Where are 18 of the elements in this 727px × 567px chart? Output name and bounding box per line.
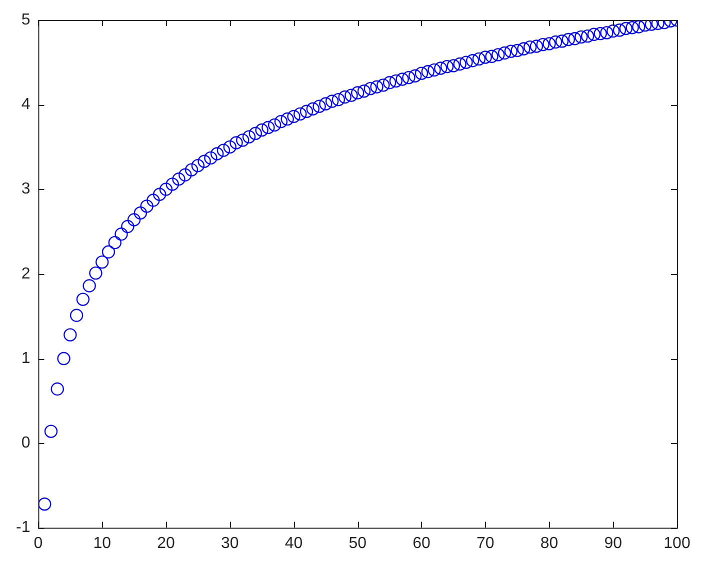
y-tick-label: 4 xyxy=(21,96,30,114)
y-tick-label: 5 xyxy=(21,11,30,28)
y-tick-label: 0 xyxy=(21,434,30,452)
y-tick-label: -1 xyxy=(16,519,30,536)
y-tick-label: 1 xyxy=(21,350,30,367)
x-tick-label: 60 xyxy=(412,534,430,552)
x-tick-label: 0 xyxy=(34,534,43,552)
x-tick-label: 80 xyxy=(540,534,558,552)
y-tick-label: 2 xyxy=(21,265,30,282)
x-tick-label: 90 xyxy=(604,534,622,552)
x-tick-label: 70 xyxy=(476,534,494,552)
x-tick-label: 100 xyxy=(664,534,690,552)
y-tick-label: 3 xyxy=(21,180,30,198)
x-tick-label: 30 xyxy=(220,534,239,552)
x-tick-label: 50 xyxy=(348,534,367,552)
x-tick-label: 20 xyxy=(157,534,175,552)
x-tick-label: 10 xyxy=(93,534,112,552)
x-tick-label: 40 xyxy=(284,534,303,552)
